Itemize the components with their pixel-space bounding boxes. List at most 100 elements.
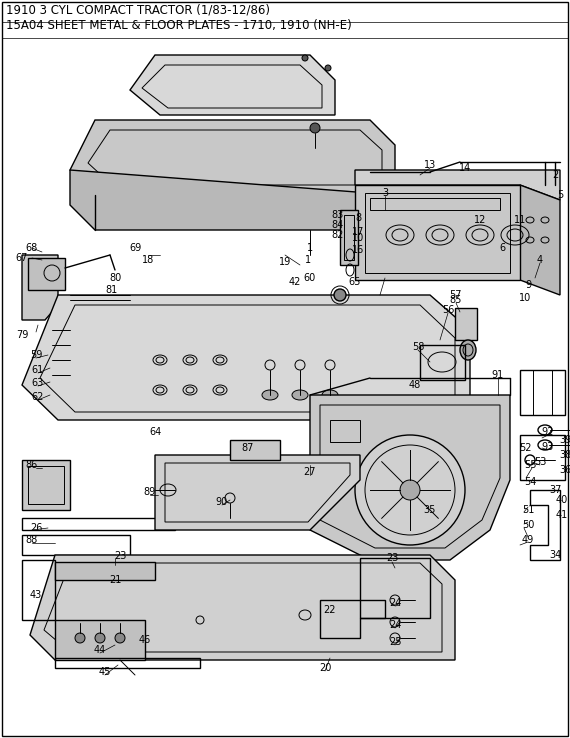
Text: 42: 42	[289, 277, 301, 287]
Text: 93: 93	[542, 442, 554, 452]
Text: 56: 56	[442, 305, 454, 315]
Text: 59: 59	[30, 350, 42, 360]
Text: 24: 24	[389, 620, 401, 630]
Ellipse shape	[262, 390, 278, 400]
Text: 5: 5	[557, 190, 563, 200]
Polygon shape	[70, 120, 395, 195]
Text: 36: 36	[559, 465, 570, 475]
Text: 64: 64	[149, 427, 161, 437]
Text: 52: 52	[519, 443, 531, 453]
Polygon shape	[155, 455, 360, 530]
Text: 37: 37	[549, 485, 561, 495]
Polygon shape	[355, 185, 520, 280]
Text: 81: 81	[106, 285, 118, 295]
Text: 63: 63	[32, 378, 44, 388]
Text: 61: 61	[32, 365, 44, 375]
Polygon shape	[22, 255, 58, 320]
Text: 11: 11	[514, 215, 526, 225]
Text: 58: 58	[412, 342, 424, 352]
Text: 3: 3	[382, 188, 388, 198]
Text: 65: 65	[349, 277, 361, 287]
Polygon shape	[355, 170, 560, 200]
Text: 45: 45	[99, 667, 111, 677]
Text: 39: 39	[559, 435, 570, 445]
Text: 19: 19	[279, 257, 291, 267]
Text: 10: 10	[352, 233, 364, 243]
Text: 87: 87	[242, 443, 254, 453]
Ellipse shape	[460, 340, 476, 360]
Text: 18: 18	[142, 255, 154, 265]
Text: 40: 40	[556, 495, 568, 505]
Ellipse shape	[334, 289, 346, 301]
Text: 84: 84	[332, 220, 344, 230]
Text: 6: 6	[499, 243, 505, 253]
Text: 49: 49	[522, 535, 534, 545]
Text: 14: 14	[459, 163, 471, 173]
Ellipse shape	[302, 55, 308, 61]
Polygon shape	[30, 555, 455, 660]
Text: 25: 25	[389, 637, 401, 647]
Text: 21: 21	[109, 575, 121, 585]
Text: 2: 2	[552, 170, 558, 180]
Polygon shape	[22, 460, 70, 510]
Text: 92: 92	[542, 427, 554, 437]
Text: 53: 53	[534, 457, 546, 467]
Text: 88: 88	[26, 535, 38, 545]
Text: 17: 17	[352, 227, 364, 237]
Text: 23: 23	[386, 553, 398, 563]
Text: 23: 23	[114, 551, 126, 561]
Polygon shape	[28, 258, 65, 290]
Text: 68: 68	[26, 243, 38, 253]
Text: 86: 86	[26, 460, 38, 470]
Ellipse shape	[400, 480, 420, 500]
Text: 91: 91	[492, 370, 504, 380]
Text: 41: 41	[556, 510, 568, 520]
Text: 4: 4	[537, 255, 543, 265]
Ellipse shape	[310, 123, 320, 133]
Text: 16: 16	[352, 245, 364, 255]
Text: 60: 60	[304, 273, 316, 283]
Text: 27: 27	[304, 467, 316, 477]
Bar	[344, 215, 354, 260]
Text: 85: 85	[450, 295, 462, 305]
Bar	[340, 210, 358, 265]
Text: 26: 26	[30, 523, 42, 533]
Text: 1910 3 CYL COMPACT TRACTOR (1/83-12/86): 1910 3 CYL COMPACT TRACTOR (1/83-12/86)	[6, 4, 270, 16]
Text: 34: 34	[549, 550, 561, 560]
Text: 62: 62	[32, 392, 44, 402]
Ellipse shape	[355, 435, 465, 545]
Text: 9: 9	[525, 280, 531, 290]
Text: 1: 1	[307, 243, 313, 253]
Bar	[455, 308, 477, 340]
Ellipse shape	[95, 633, 105, 643]
Text: 1: 1	[305, 255, 311, 265]
Text: 90: 90	[216, 497, 228, 507]
Bar	[365, 193, 510, 273]
Polygon shape	[230, 440, 280, 460]
Text: 51: 51	[522, 505, 534, 515]
Text: 89: 89	[144, 487, 156, 497]
Ellipse shape	[292, 390, 308, 400]
Text: 24: 24	[389, 598, 401, 608]
Bar	[420, 345, 465, 380]
Text: 13: 13	[424, 160, 436, 170]
Text: 46: 46	[139, 635, 151, 645]
Text: 69: 69	[129, 243, 141, 253]
Polygon shape	[310, 395, 510, 560]
Ellipse shape	[325, 65, 331, 71]
Polygon shape	[55, 620, 145, 660]
Polygon shape	[22, 295, 470, 420]
Text: 20: 20	[319, 663, 331, 673]
Text: 8: 8	[355, 213, 361, 223]
Polygon shape	[520, 185, 560, 295]
Polygon shape	[130, 55, 335, 115]
Bar	[370, 198, 500, 210]
Text: 35: 35	[424, 505, 436, 515]
Bar	[330, 420, 360, 442]
Text: 15A04 SHEET METAL & FLOOR PLATES - 1710, 1910 (NH-E): 15A04 SHEET METAL & FLOOR PLATES - 1710,…	[6, 19, 352, 32]
Text: 82: 82	[332, 230, 344, 240]
Text: 80: 80	[109, 273, 121, 283]
Text: 22: 22	[324, 605, 336, 615]
Text: 67: 67	[16, 253, 28, 263]
Bar	[28, 466, 64, 504]
